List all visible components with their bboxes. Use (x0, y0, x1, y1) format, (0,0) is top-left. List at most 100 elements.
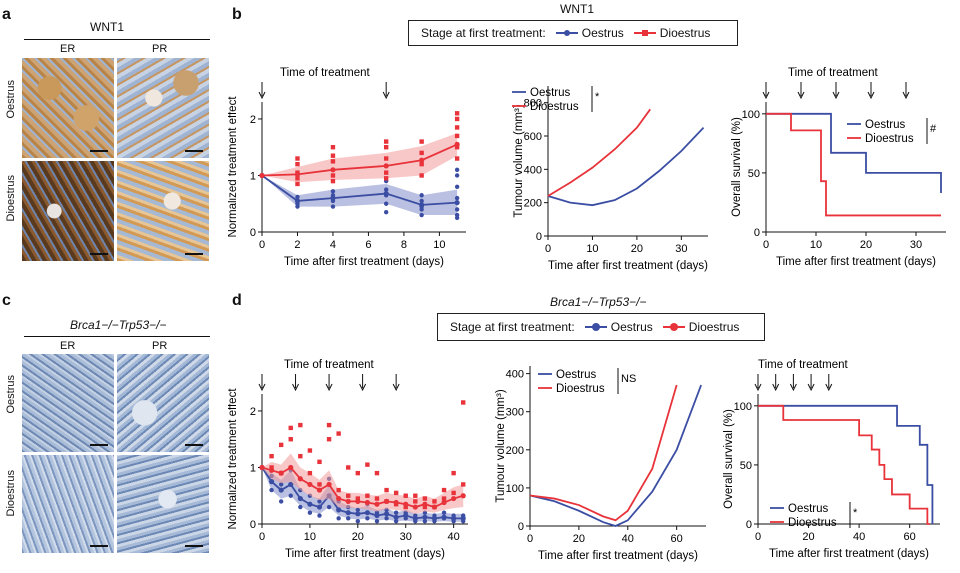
mean-marker-dioestrus (374, 501, 380, 507)
data-point-dioestrus (419, 161, 424, 167)
treatment-arrowhead (902, 91, 910, 100)
x-tick-label: 30 (400, 531, 412, 543)
treatment-arrowhead (825, 383, 833, 392)
mean-marker-dioestrus (268, 467, 275, 473)
data-point-oestrus (454, 184, 460, 189)
mean-marker-dioestrus (431, 504, 438, 510)
treatment-arrowhead (789, 383, 797, 392)
data-point-oestrus (374, 518, 380, 524)
y-tick-label: 2 (250, 114, 256, 126)
data-point-dioestrus (413, 499, 418, 504)
data-point-dioestrus (454, 156, 460, 161)
mean-marker-oestrus (297, 495, 303, 502)
mean-marker-oestrus (288, 481, 294, 488)
chart-d2-tumour-volume: 0 100 200 300 400 0 20 40 60 Time after first tre… (495, 366, 706, 562)
data-point-dioestrus (419, 139, 424, 144)
treatment-arrowhead (754, 383, 762, 392)
data-point-oestrus (365, 516, 370, 521)
legend-significance-mark: # (930, 123, 937, 135)
legend-dioestrus-swatch (662, 322, 685, 332)
panel-c-col-er: ER (60, 340, 76, 352)
data-point-dioestrus (330, 153, 336, 158)
x-tick-label: 10 (433, 239, 445, 251)
data-point-dioestrus (346, 493, 351, 498)
y-tick-label: 100 (506, 483, 524, 495)
treatment-arrowhead (797, 91, 805, 100)
legend-label-dioestrus: Dioestrus (788, 517, 837, 529)
treatment-annotation: Time of treatment (788, 67, 878, 79)
y-tick-label: 800 (524, 98, 542, 110)
data-point-oestrus (419, 212, 424, 218)
data-point-oestrus (278, 482, 284, 487)
series-line-dioestrus (529, 384, 678, 522)
data-point-dioestrus (454, 145, 460, 150)
x-tick-label: 20 (573, 533, 585, 545)
x-tick-label: 4 (330, 239, 336, 251)
data-point-oestrus (383, 210, 389, 215)
data-point-dioestrus (461, 400, 466, 405)
x-axis-label: Time after first treatment (days) (769, 548, 929, 560)
mean-marker-oestrus (268, 479, 275, 485)
x-tick-label: 20 (352, 531, 364, 543)
data-point-oestrus (454, 207, 460, 212)
panel-d-legend-title: Stage at first treatment: (450, 320, 575, 334)
panel-c-col-pr: PR (152, 340, 168, 352)
x-tick-label: 2 (294, 239, 300, 251)
data-point-dioestrus (317, 459, 322, 465)
data-point-oestrus (317, 499, 322, 504)
data-point-oestrus (419, 207, 424, 212)
data-point-dioestrus (413, 493, 418, 498)
mean-marker-dioestrus (288, 464, 294, 471)
chart-b3-overall-survival: 0 50 100 0 10 20 30 Time after first treatment … (731, 67, 946, 268)
panel-c-row-dioestrus: Dioestrus (5, 470, 17, 517)
chart-b1-treatment-effect: 0 1 2 0 2 4 6 8 10 Time after first treatment (da… (228, 67, 466, 268)
panel-c-letter: c (2, 292, 11, 309)
data-point-dioestrus (432, 499, 437, 504)
mean-marker-oestrus (307, 501, 313, 507)
mean-marker-dioestrus (422, 501, 428, 507)
y-tick-label: 0 (250, 227, 256, 239)
data-point-oestrus (419, 198, 424, 204)
data-point-oestrus (288, 493, 293, 498)
mean-marker-dioestrus (364, 499, 370, 506)
data-point-dioestrus (295, 161, 300, 167)
data-point-dioestrus (330, 173, 336, 178)
data-point-dioestrus (454, 125, 460, 130)
treatment-annotation: Time of treatment (284, 359, 374, 371)
x-tick-label: 0 (545, 243, 551, 255)
data-point-oestrus (269, 487, 274, 493)
x-tick-label: 10 (304, 531, 316, 543)
series-line-dioestrus (261, 143, 458, 177)
data-point-dioestrus (288, 437, 293, 442)
x-axis-label: Time after first treatment (days) (284, 256, 444, 268)
mean-marker-oestrus (345, 510, 351, 516)
x-tick-label: 60 (904, 531, 916, 543)
panel-b-title: WNT1 (560, 2, 594, 16)
micrograph-wnt1-er-oestrus (22, 58, 114, 158)
data-point-dioestrus (336, 431, 341, 436)
x-axis-label: Time after first treatment (days) (548, 260, 708, 272)
series-line-dioestrus (261, 466, 464, 509)
y-tick-label: 50 (740, 460, 752, 472)
x-tick-label: 40 (853, 531, 865, 543)
panel-d-letter: d (232, 292, 242, 309)
mean-marker-oestrus (383, 511, 390, 517)
data-point-oestrus (326, 504, 332, 510)
panel-a-rule (24, 39, 210, 40)
x-tick-label: 0 (259, 239, 265, 251)
data-point-dioestrus (326, 422, 332, 428)
x-tick-label: 10 (810, 239, 822, 251)
mean-marker-dioestrus (451, 495, 457, 502)
series-line-dioestrus (547, 108, 651, 197)
y-tick-label: 1 (250, 462, 256, 474)
data-point-oestrus (355, 507, 361, 513)
data-point-oestrus (393, 510, 399, 515)
micrograph-brca1-er-dioestrus (22, 455, 114, 553)
y-tick-label: 200 (506, 445, 524, 457)
panel-c-rule (24, 336, 210, 337)
data-point-dioestrus (403, 504, 408, 510)
data-point-dioestrus (451, 490, 456, 496)
y-axis-label: Normalized treatment effect (228, 388, 239, 530)
y-tick-label: 600 (524, 131, 542, 143)
